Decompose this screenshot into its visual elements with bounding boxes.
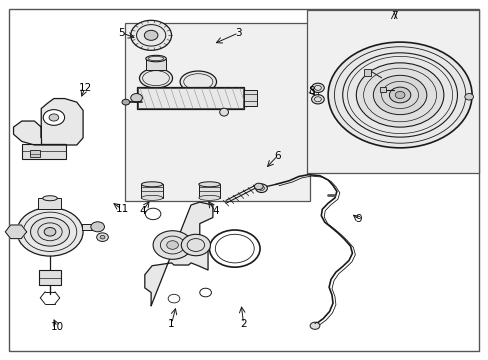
Bar [306,10,478,173]
Text: 12: 12 [78,83,91,93]
Circle shape [43,110,64,125]
Circle shape [327,42,471,148]
Text: 11: 11 [115,204,128,214]
Bar [146,59,165,70]
Bar [141,184,163,198]
Circle shape [145,208,161,220]
Circle shape [144,30,158,40]
Ellipse shape [145,55,166,62]
Bar [38,198,61,208]
Bar [379,87,385,92]
Circle shape [311,83,324,93]
Bar [199,184,220,198]
Ellipse shape [141,182,163,187]
Bar [136,87,243,109]
Circle shape [388,87,410,103]
Circle shape [130,94,142,102]
Text: 9: 9 [355,214,361,224]
Circle shape [30,217,69,246]
Text: 2: 2 [240,319,246,329]
Ellipse shape [141,195,163,201]
Circle shape [17,207,83,256]
Ellipse shape [199,195,220,201]
Ellipse shape [199,182,220,187]
Circle shape [255,184,267,193]
Text: 5: 5 [119,28,125,38]
Circle shape [311,95,324,104]
Circle shape [166,241,178,249]
Circle shape [309,322,319,329]
Ellipse shape [139,68,172,88]
Circle shape [168,294,180,303]
Bar [81,224,97,230]
Bar [22,144,65,159]
Circle shape [44,228,56,236]
Circle shape [153,231,192,259]
Circle shape [254,183,263,190]
Circle shape [181,234,210,256]
Circle shape [356,63,443,127]
Bar [243,90,257,106]
Ellipse shape [42,196,57,201]
Bar [137,88,242,108]
Bar [39,270,61,285]
Text: 3: 3 [235,28,242,38]
Circle shape [130,20,171,50]
Polygon shape [144,202,212,306]
Polygon shape [14,99,83,145]
Ellipse shape [219,108,228,116]
Circle shape [49,114,59,121]
Circle shape [394,91,404,99]
Text: 10: 10 [51,322,64,332]
Circle shape [91,222,104,232]
Circle shape [200,288,211,297]
Text: 1: 1 [168,319,175,329]
Circle shape [464,94,472,100]
Text: 8: 8 [307,86,314,96]
Text: 6: 6 [274,151,280,161]
Circle shape [372,75,426,114]
Text: 4: 4 [212,206,218,216]
Circle shape [100,235,105,239]
Circle shape [97,233,108,242]
Text: 4: 4 [139,206,145,216]
Bar [30,150,40,157]
Bar [363,68,370,76]
Polygon shape [5,225,27,239]
Text: 7: 7 [390,12,397,21]
Bar [125,23,309,202]
Ellipse shape [180,71,216,93]
Circle shape [122,99,129,105]
